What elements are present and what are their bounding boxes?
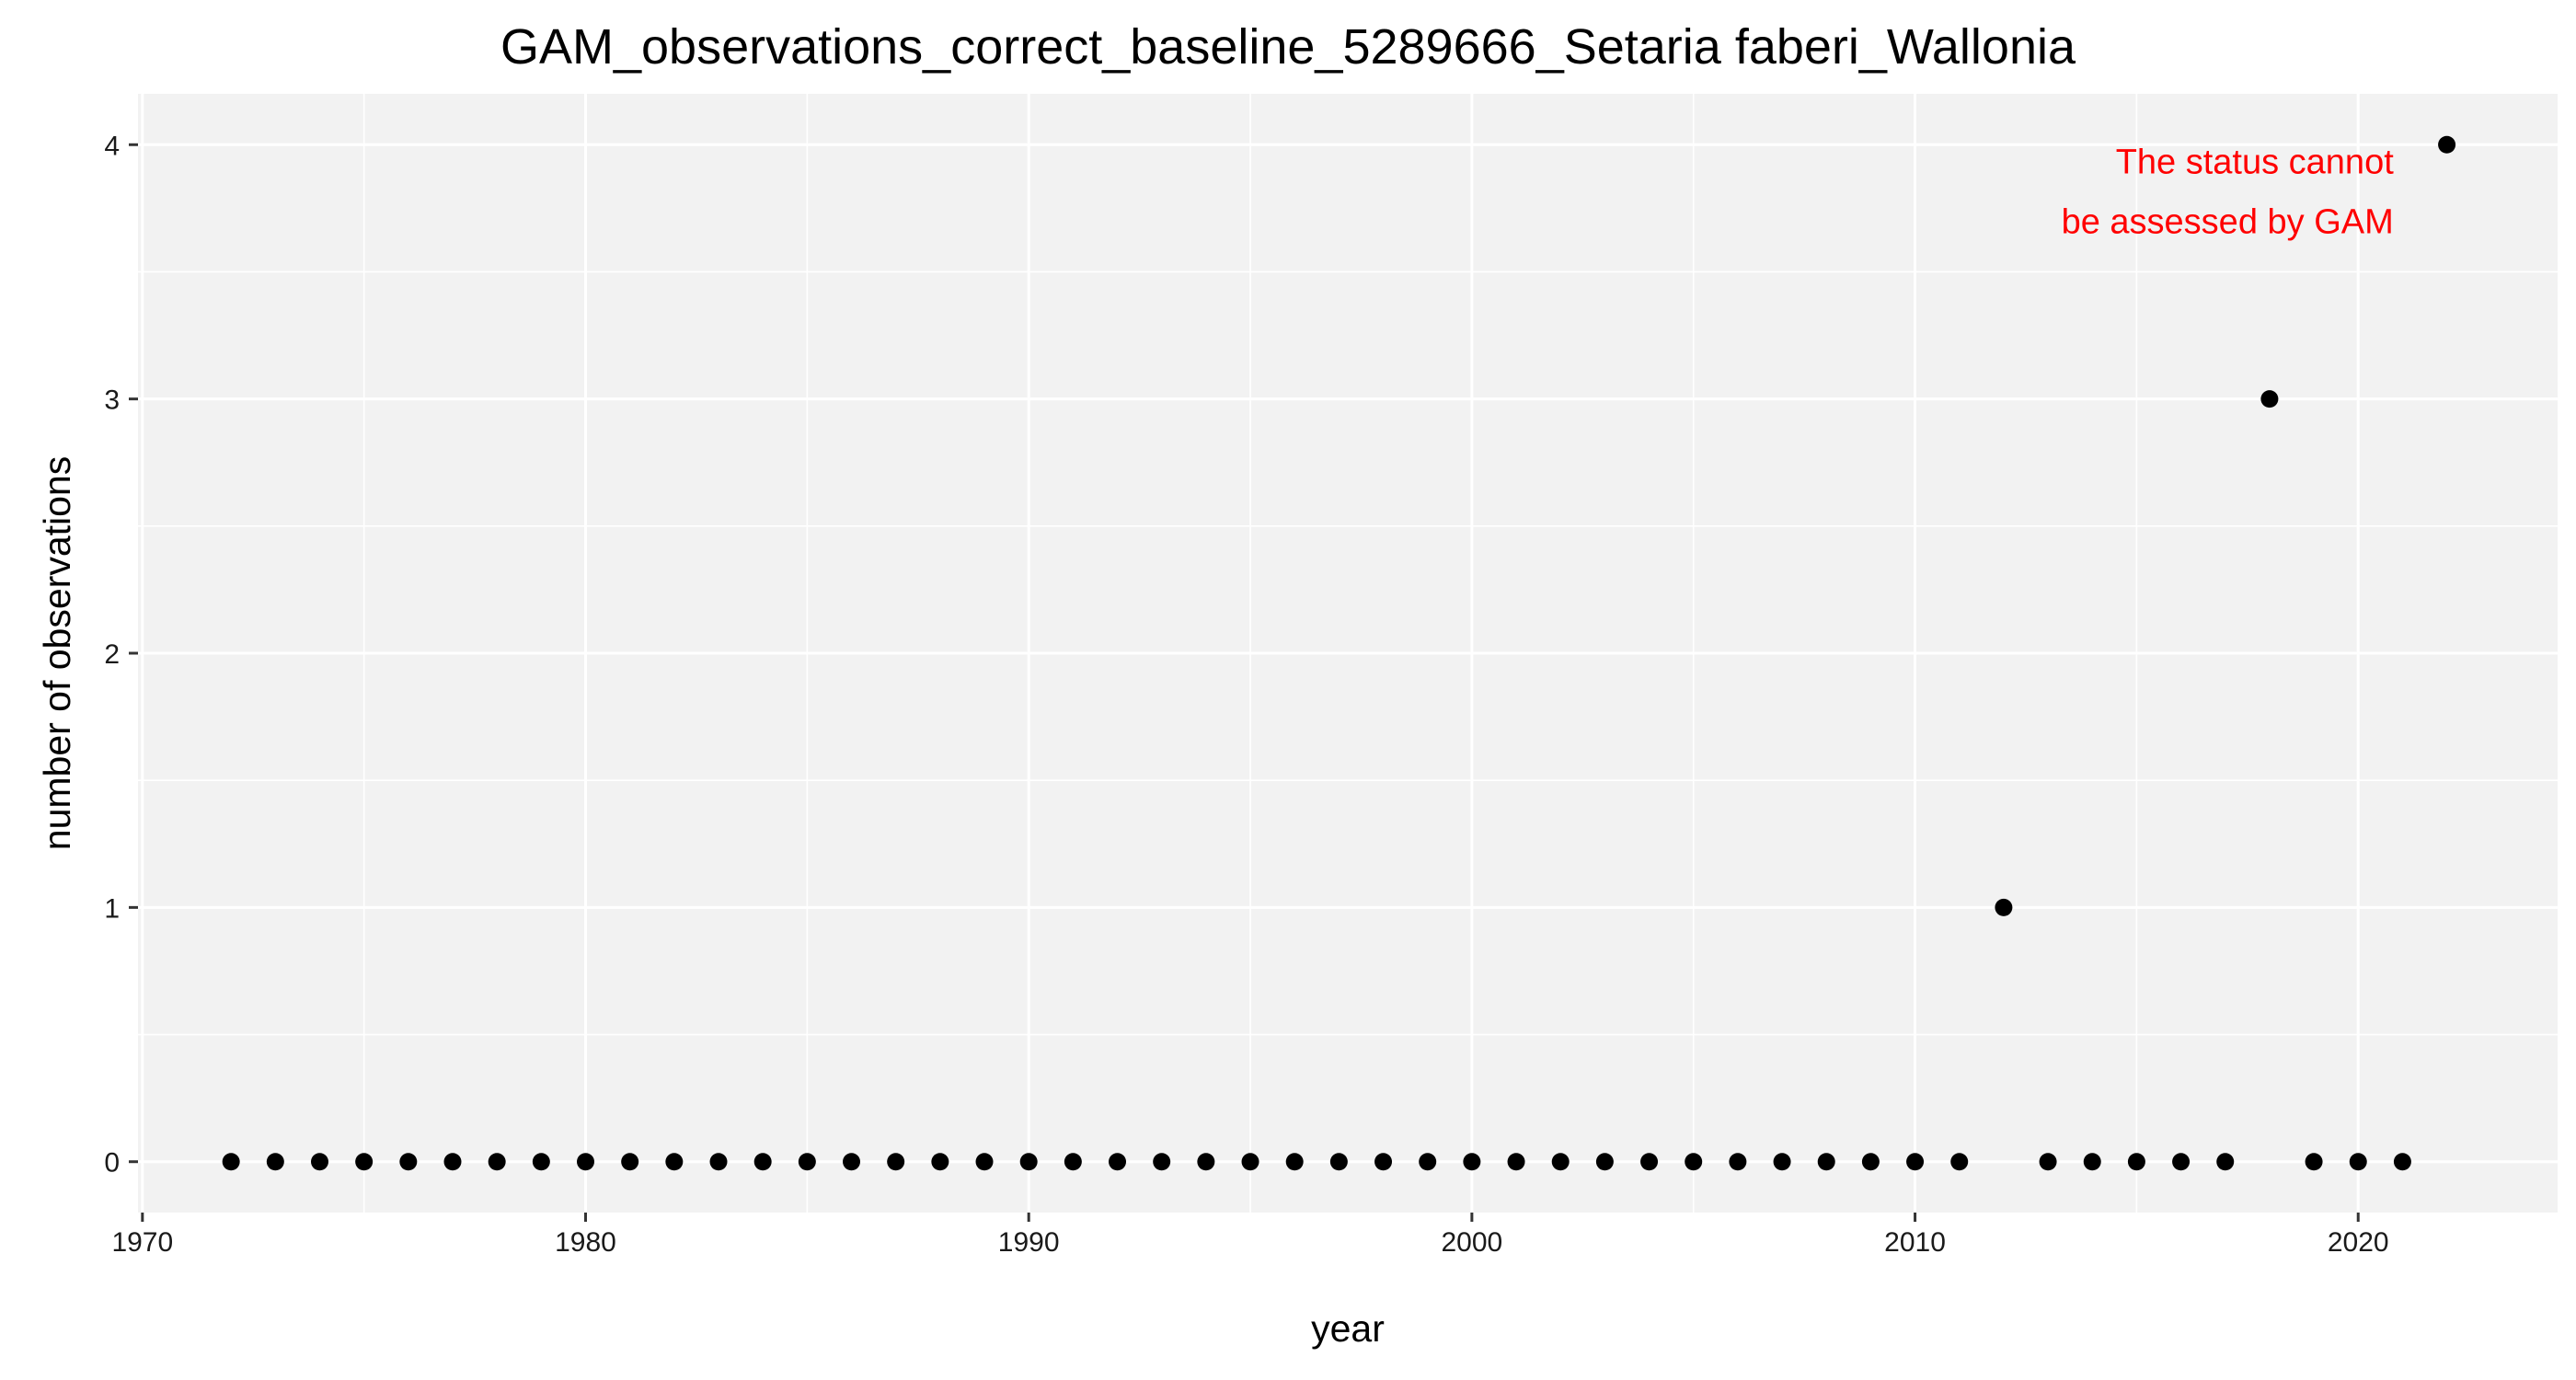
data-points (222, 135, 2456, 1171)
data-point (1285, 1153, 1304, 1171)
data-point (1773, 1153, 1791, 1171)
data-point (266, 1153, 284, 1171)
data-point (488, 1153, 506, 1171)
y-tick-label: 1 (104, 893, 120, 924)
data-point (1861, 1153, 1880, 1171)
x-tick-label: 1970 (111, 1227, 173, 1258)
data-point (1019, 1153, 1038, 1171)
y-tick-label: 3 (104, 385, 120, 416)
data-point (577, 1153, 595, 1171)
data-point (1817, 1153, 1835, 1171)
data-point (621, 1153, 639, 1171)
chart-title: GAM_observations_correct_baseline_528966… (500, 19, 2076, 75)
data-point (1374, 1153, 1393, 1171)
data-point (1329, 1153, 1348, 1171)
x-tick-label: 2020 (2328, 1227, 2389, 1258)
data-point (1419, 1153, 1437, 1171)
y-tick-label: 4 (104, 131, 120, 161)
data-point (1906, 1153, 1925, 1171)
annotation-line-2: be assessed by GAM (2062, 202, 2394, 241)
y-tick-label: 0 (104, 1148, 120, 1179)
data-point (1551, 1153, 1570, 1171)
data-point (310, 1153, 328, 1171)
data-point (1729, 1153, 1747, 1171)
annotation-line-1: The status cannot (2116, 143, 2395, 181)
tick-labels: 1970 1980 1990 2000 2010 2020 0 1 2 3 4 (104, 131, 2388, 1258)
data-point (2127, 1153, 2145, 1171)
data-point (532, 1153, 550, 1171)
major-gridlines (138, 94, 2558, 1213)
data-point (2305, 1153, 2323, 1171)
data-point (1064, 1153, 1082, 1171)
data-point (1950, 1153, 1969, 1171)
data-point (1995, 898, 2013, 916)
x-tick-label: 2000 (1441, 1227, 1502, 1258)
y-tick-label: 2 (104, 639, 120, 670)
data-point (1109, 1153, 1127, 1171)
data-point (798, 1153, 816, 1171)
data-point (2216, 1153, 2235, 1171)
data-point (665, 1153, 684, 1171)
minor-gridlines (138, 94, 2558, 1213)
data-point (2349, 1153, 2367, 1171)
data-point (753, 1153, 772, 1171)
data-point (2039, 1153, 2057, 1171)
data-point (1197, 1153, 1215, 1171)
data-point (222, 1153, 240, 1171)
data-point (2172, 1153, 2191, 1171)
data-point (1685, 1153, 1703, 1171)
x-tick-label: 2010 (1884, 1227, 1946, 1258)
data-point (355, 1153, 374, 1171)
data-point (1153, 1153, 1171, 1171)
data-point (1463, 1153, 1481, 1171)
x-tick-label: 1990 (998, 1227, 1060, 1258)
data-point (887, 1153, 905, 1171)
data-point (399, 1153, 418, 1171)
data-point (443, 1153, 462, 1171)
y-axis-title: number of observations (36, 456, 78, 850)
data-point (843, 1153, 861, 1171)
x-axis-title: year (1311, 1307, 1385, 1350)
data-point (709, 1153, 728, 1171)
data-point (975, 1153, 994, 1171)
data-point (2393, 1153, 2411, 1171)
data-point (1241, 1153, 1259, 1171)
x-tick-label: 1980 (555, 1227, 616, 1258)
data-point (2438, 135, 2456, 154)
data-point (2083, 1153, 2101, 1171)
data-point (1507, 1153, 1525, 1171)
data-point (2260, 390, 2279, 408)
data-point (1640, 1153, 1659, 1171)
data-point (1595, 1153, 1614, 1171)
data-point (931, 1153, 949, 1171)
axis-ticks (129, 143, 2360, 1222)
